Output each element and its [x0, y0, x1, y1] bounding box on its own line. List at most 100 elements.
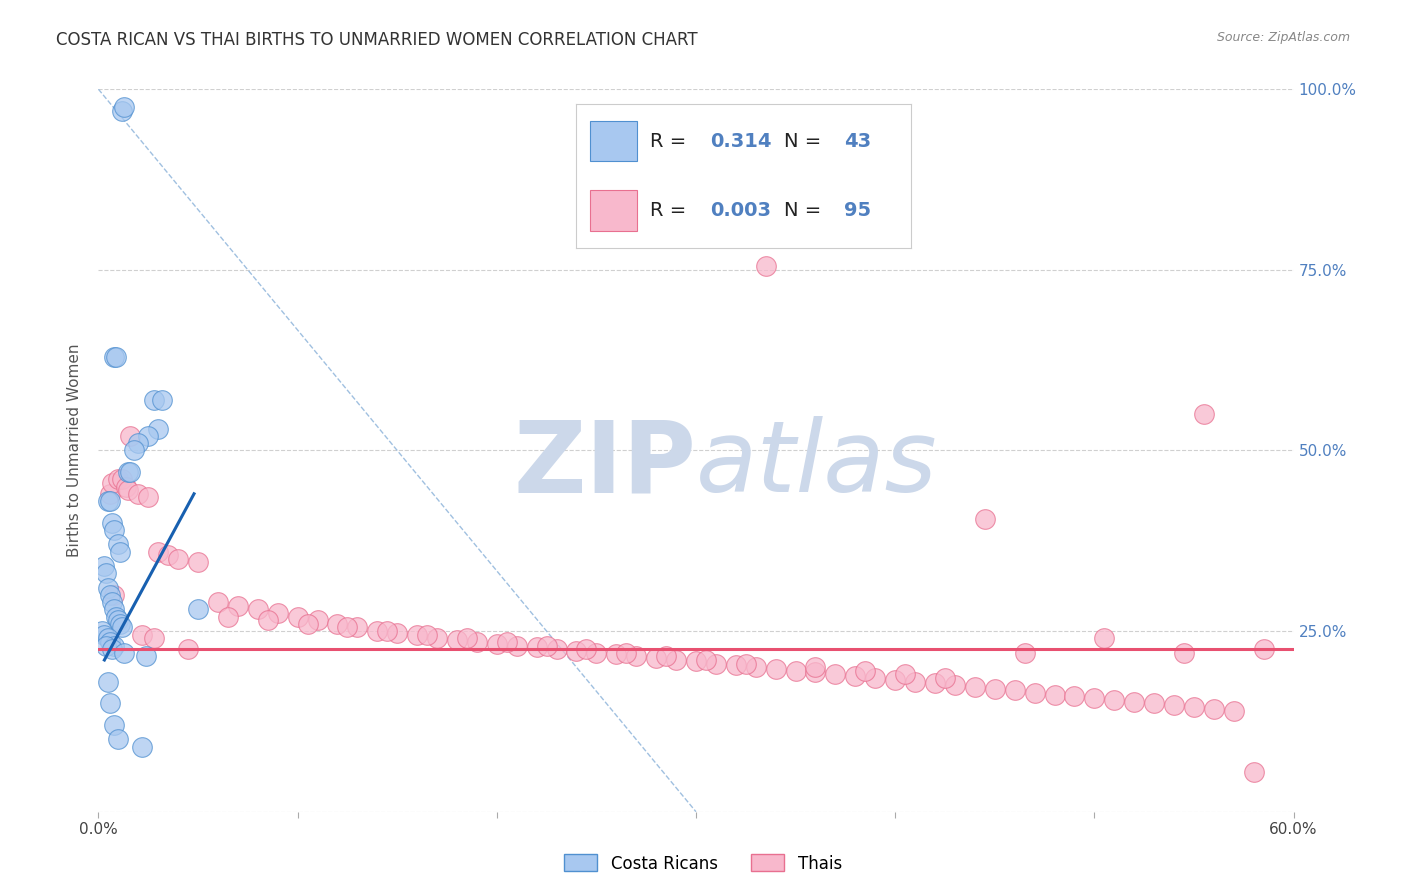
Point	[267, 606, 290, 620]
Point	[844, 669, 866, 683]
Point	[98, 635, 122, 649]
Point	[187, 556, 209, 570]
Point	[93, 559, 115, 574]
Point	[103, 602, 125, 616]
Point	[755, 259, 778, 273]
Point	[103, 639, 125, 653]
Point	[103, 588, 125, 602]
Point	[136, 491, 159, 505]
Point	[101, 516, 124, 530]
Point	[704, 657, 727, 671]
Point	[894, 667, 917, 681]
Point	[824, 667, 846, 681]
Point	[103, 350, 125, 364]
Point	[101, 475, 124, 490]
Point	[91, 624, 114, 639]
Point	[973, 512, 995, 526]
Point	[117, 483, 139, 498]
Point	[101, 595, 124, 609]
Point	[112, 100, 135, 114]
Point	[98, 696, 122, 710]
Point	[287, 609, 309, 624]
Point	[645, 650, 668, 665]
Point	[406, 628, 429, 642]
Point	[446, 632, 468, 647]
Point	[107, 613, 129, 627]
Point	[546, 642, 568, 657]
Point	[105, 609, 128, 624]
Point	[1123, 695, 1146, 709]
Point	[695, 653, 717, 667]
Point	[93, 628, 115, 642]
Point	[120, 465, 142, 479]
Point	[143, 392, 166, 407]
Point	[1243, 764, 1265, 779]
Point	[1202, 702, 1225, 716]
Point	[1223, 704, 1246, 718]
Point	[131, 628, 153, 642]
Point	[375, 624, 398, 639]
Point	[614, 646, 637, 660]
Point	[103, 718, 125, 732]
Point	[326, 616, 349, 631]
Point	[207, 595, 229, 609]
Point	[135, 649, 157, 664]
Point	[1143, 696, 1166, 710]
Point	[111, 472, 134, 486]
Point	[1253, 642, 1275, 657]
Point	[1163, 698, 1185, 712]
Point	[745, 660, 768, 674]
Point	[217, 609, 239, 624]
Point	[1063, 689, 1085, 703]
Point	[536, 639, 558, 653]
Point	[904, 674, 927, 689]
Point	[1092, 632, 1115, 646]
Point	[485, 637, 508, 651]
Point	[105, 350, 128, 364]
Point	[148, 544, 170, 558]
Point	[127, 487, 149, 501]
Text: Source: ZipAtlas.com: Source: ZipAtlas.com	[1216, 31, 1350, 45]
Point	[1192, 407, 1215, 421]
Point	[984, 681, 1007, 696]
Point	[1004, 683, 1026, 698]
Point	[655, 649, 678, 664]
Point	[565, 643, 588, 657]
Point	[1083, 690, 1105, 705]
Point	[346, 620, 368, 634]
Point	[934, 671, 956, 685]
Point	[785, 664, 807, 678]
Point	[665, 653, 688, 667]
Point	[167, 551, 190, 566]
Point	[150, 392, 173, 407]
Point	[865, 671, 887, 685]
Point	[297, 616, 319, 631]
Point	[1014, 646, 1036, 660]
Point	[124, 443, 146, 458]
Point	[103, 523, 125, 537]
Point	[426, 632, 449, 646]
Point	[963, 680, 986, 694]
Text: COSTA RICAN VS THAI BIRTHS TO UNMARRIED WOMEN CORRELATION CHART: COSTA RICAN VS THAI BIRTHS TO UNMARRIED …	[56, 31, 697, 49]
Point	[765, 662, 787, 676]
Point	[115, 480, 138, 494]
Point	[506, 639, 529, 653]
Point	[143, 632, 166, 646]
Point	[98, 494, 122, 508]
Point	[112, 646, 135, 660]
Point	[226, 599, 249, 613]
Point	[336, 620, 359, 634]
Point	[96, 639, 118, 653]
Point	[187, 602, 209, 616]
Point	[101, 642, 124, 657]
Point	[1024, 685, 1046, 699]
Point	[626, 649, 648, 664]
Point	[853, 664, 876, 678]
Point	[605, 647, 627, 661]
Point	[307, 613, 329, 627]
Point	[98, 487, 122, 501]
Point	[1182, 700, 1205, 714]
Point	[804, 660, 827, 674]
Point	[465, 635, 488, 649]
Point	[416, 628, 439, 642]
